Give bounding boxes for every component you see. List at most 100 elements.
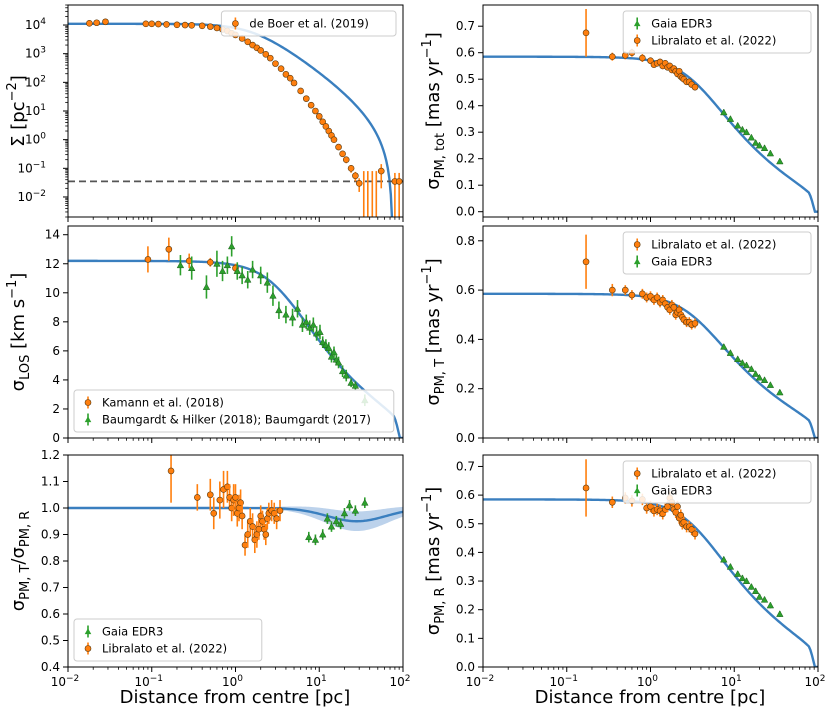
data-point [290,79,298,87]
legend-marker [633,487,641,494]
data-point [327,352,336,360]
series-de-boer-et-al-2019- [86,18,403,225]
y-tick-label: 0.1 [456,631,475,645]
x-tick-label: 102 [389,674,410,689]
legend-box [622,460,812,504]
data-point [347,165,355,172]
data-point [352,172,359,180]
y-tick-label: 2 [52,402,60,416]
data-point [206,259,214,266]
y-tick-label: 0.5 [456,72,475,86]
legend-label: Gaia EDR3 [651,255,712,269]
series-libralato-et-al-2022- [582,8,699,91]
data-point [244,38,252,46]
y-tick-label: 0.6 [41,607,60,621]
data-point [302,318,311,325]
data-point [747,365,756,372]
data-point [677,511,685,519]
data-point [155,20,162,28]
data-point [165,245,173,253]
x-tick-label: 10−2 [51,674,80,689]
data-point [206,23,214,30]
data-point [325,344,333,351]
y-tick-label: 0.2 [456,603,475,617]
y-tick-label: 1.1 [41,475,60,489]
data-point [755,592,764,600]
data-point [332,517,341,525]
legend-marker [633,470,641,477]
data-point [206,491,214,499]
y-tick-label: 104 [25,17,46,32]
data-point [738,125,747,133]
data-point [318,530,327,538]
data-point [318,338,327,346]
y-tick-label: 0.7 [41,581,60,595]
data-point [582,484,590,492]
data-point [309,320,318,328]
y-tick-label: 0.7 [456,19,475,33]
data-point [760,376,769,383]
y-tick-label: 0.0 [456,205,475,219]
x-axis-label-right: Distance from centre [pc] [535,687,766,708]
data-point [286,74,294,82]
y-tick-label: 0.0 [456,660,475,674]
y-tick-label: 0.6 [456,283,475,297]
data-point [747,133,756,141]
data-point [691,530,699,538]
legend-label: Kamann et al. (2018) [102,396,224,410]
data-point [330,136,338,143]
data-point [323,514,332,522]
y-tick-label: 8 [52,315,60,329]
data-point [766,381,775,388]
data-point [266,54,274,62]
panel-p2: 0.0 0.1 0.2 0.3 0.4 0.5 0.6 0.7 σPM, tot [mas yr… [420,4,819,222]
data-point [288,313,297,321]
data-point [302,95,310,102]
panel-p5: 10−2 10−1 100 101 1020.40.50.60.70.80.91.01.… [8,448,411,689]
y-tick-label: 0.3 [456,125,475,139]
legend-label: Libralato et al. (2022) [651,34,776,48]
legend: de Boer et al. (2019) [220,10,397,37]
data-point [238,271,246,279]
legend-label: Gaia EDR3 [651,17,712,31]
y-axis-label: σPM, R [mas yr−1] [420,487,448,635]
data-point [776,388,784,396]
plot-area [68,18,403,225]
y-tick-label: 0.5 [456,517,475,531]
data-point [751,370,760,377]
legend-label: Gaia EDR3 [102,625,163,639]
data-point [194,494,201,501]
data-point [760,144,769,151]
series-libralato-et-al-2022- [582,234,699,330]
series-gaia-edr3 [720,108,784,165]
y-tick-label: 0.2 [456,382,475,396]
data-point [327,522,336,530]
data-point [342,371,350,379]
plot-area [483,8,818,213]
data-point [377,167,385,175]
data-point [316,328,324,335]
data-point [198,22,206,30]
data-point [144,256,152,263]
data-point [355,179,363,187]
y-tick-label: 0.8 [41,554,60,568]
data-point [351,381,360,389]
data-point [582,29,590,37]
data-point [742,361,751,369]
legend-marker [84,399,92,406]
x-axis-label-left: Distance from centre [pc] [120,687,351,708]
y-axis-label: σLOS [km s−1] [5,273,33,392]
data-point [176,261,185,269]
data-point [263,278,272,286]
data-point [628,291,636,299]
legend-marker [633,37,641,44]
plot-area [68,455,403,556]
y-tick-label: 0.7 [456,459,475,473]
data-point [361,219,367,225]
data-point [218,267,227,274]
legend-marker [633,20,641,27]
data-point [751,587,760,594]
legend-marker [232,20,239,27]
